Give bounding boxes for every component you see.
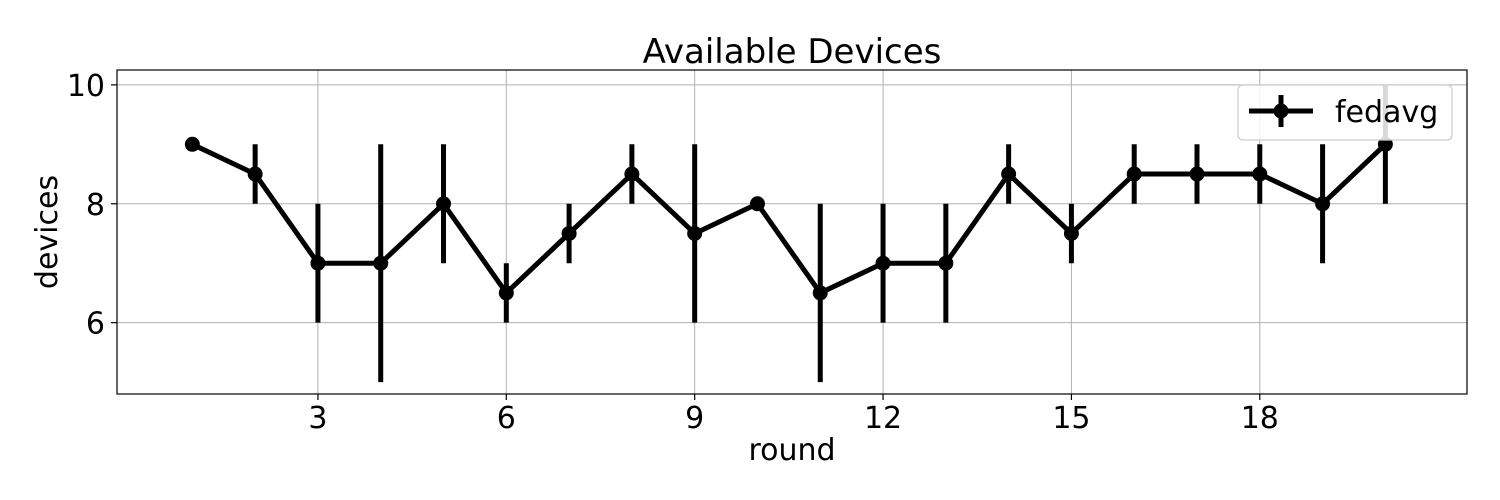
x-axis-label: round (748, 433, 835, 468)
data-point (561, 225, 577, 241)
data-point (1126, 166, 1142, 182)
x-tick-label: 9 (685, 401, 704, 436)
data-point (938, 255, 954, 271)
data-point (875, 255, 891, 271)
data-point (749, 196, 765, 212)
data-point (436, 196, 452, 212)
series-layer (184, 84, 1393, 383)
x-tick-label: 3 (308, 401, 327, 436)
data-point (498, 285, 514, 301)
series-line-fedavg (191, 142, 1388, 296)
x-tick-label: 12 (864, 401, 902, 436)
tick-layer: 3 6 9 12 15 18 6 8 10 (67, 69, 1279, 436)
data-point (624, 166, 640, 182)
y-axis-label: devices (30, 175, 65, 289)
data-point (1252, 166, 1268, 182)
data-point (1063, 225, 1079, 241)
y-tick-label: 10 (67, 69, 105, 104)
legend-label-fedavg: fedavg (1335, 95, 1438, 130)
chart-title: Available Devices (643, 32, 942, 72)
x-tick-label: 6 (497, 401, 516, 436)
data-point (687, 225, 703, 241)
data-point (1315, 196, 1331, 212)
data-point (247, 166, 263, 182)
data-point (310, 255, 326, 271)
plot-frame (116, 69, 1468, 395)
data-point (373, 255, 389, 271)
legend-marker-swatch (1273, 103, 1289, 119)
y-tick-label: 8 (86, 188, 105, 223)
x-tick-label: 18 (1241, 401, 1279, 436)
x-tick-label: 15 (1052, 401, 1090, 436)
data-point (1001, 166, 1017, 182)
legend-box (1237, 84, 1453, 141)
data-point (184, 136, 200, 152)
data-point (1189, 166, 1205, 182)
legend: fedavg (1237, 84, 1453, 141)
data-point (812, 285, 828, 301)
y-tick-label: 6 (86, 307, 105, 342)
